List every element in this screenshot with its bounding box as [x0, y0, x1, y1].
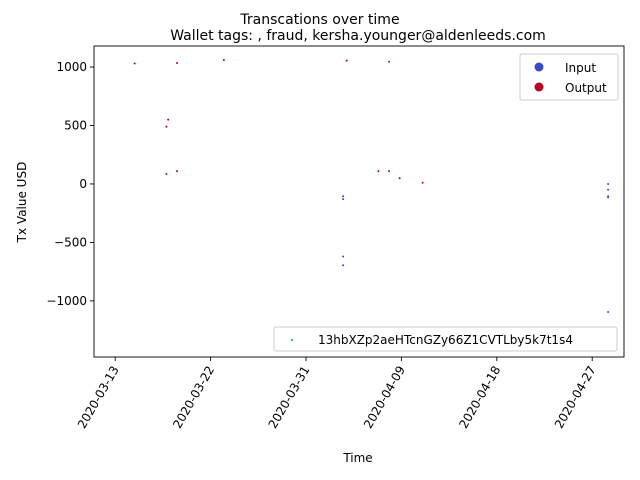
legend-box: [519, 53, 619, 101]
data-point-output: [176, 61, 179, 64]
y-tick-label: −500: [54, 235, 87, 249]
data-point-output: [133, 62, 136, 65]
y-tick-label: −1000: [46, 294, 87, 308]
data-point-output: [388, 60, 391, 63]
x-tick-label: 2020-04-18: [456, 364, 503, 431]
data-point-input: [342, 195, 345, 198]
address-legend-label: 13hbXZp2aeHTcnGZy66Z1CVTLby5k7t1s4: [318, 333, 573, 347]
data-point-input: [607, 188, 610, 191]
data-point-output: [165, 125, 168, 128]
x-tick-label: 2020-04-09: [361, 364, 408, 431]
legend-input-label: Input: [565, 61, 596, 75]
data-point-input: [607, 182, 610, 185]
data-point-output: [388, 170, 391, 173]
address-legend: 13hbXZp2aeHTcnGZy66Z1CVTLby5k7t1s4: [273, 326, 618, 352]
x-axis-label: Time: [342, 451, 372, 465]
data-point-input: [607, 196, 610, 199]
y-tick-label: 1000: [56, 60, 87, 74]
data-point-output: [167, 118, 170, 121]
address-legend-marker: [291, 339, 293, 341]
legend: Input Output: [519, 53, 619, 101]
x-tick-label: 2020-03-31: [266, 364, 313, 431]
legend-output-label: Output: [565, 81, 607, 95]
data-points: [133, 59, 610, 313]
data-point-output: [398, 177, 401, 180]
data-point-input: [342, 198, 345, 201]
x-tick-label: 2020-03-22: [170, 364, 217, 431]
data-point-output: [345, 59, 348, 62]
chart-title: Transcations over time: [239, 12, 399, 28]
plot-frame: [93, 45, 625, 358]
y-axis-label: Tx Value USD: [15, 162, 29, 244]
data-point-input: [607, 310, 610, 313]
x-tick-label: 2020-04-27: [552, 364, 599, 431]
y-axis: −1000 −500 0 500 1000: [46, 60, 94, 308]
x-axis: 2020-03-13 2020-03-22 2020-03-31 2020-04-09…: [75, 357, 599, 431]
y-tick-label: 500: [64, 119, 87, 133]
x-tick-label: 2020-03-13: [75, 364, 122, 431]
data-point-output: [421, 181, 424, 184]
data-point-output: [377, 170, 380, 173]
data-point-output: [176, 170, 179, 173]
chart-subtitle: Wallet tags: , fraud, kersha.younger@ald…: [170, 28, 546, 44]
legend-output-marker: [534, 82, 544, 92]
legend-input-marker: [534, 62, 544, 72]
data-point-input: [342, 264, 345, 267]
address-legend-box: [273, 326, 618, 352]
data-point-output: [222, 59, 225, 62]
y-tick-label: 0: [79, 177, 87, 191]
data-point-output: [165, 173, 168, 176]
data-point-input: [342, 255, 345, 258]
